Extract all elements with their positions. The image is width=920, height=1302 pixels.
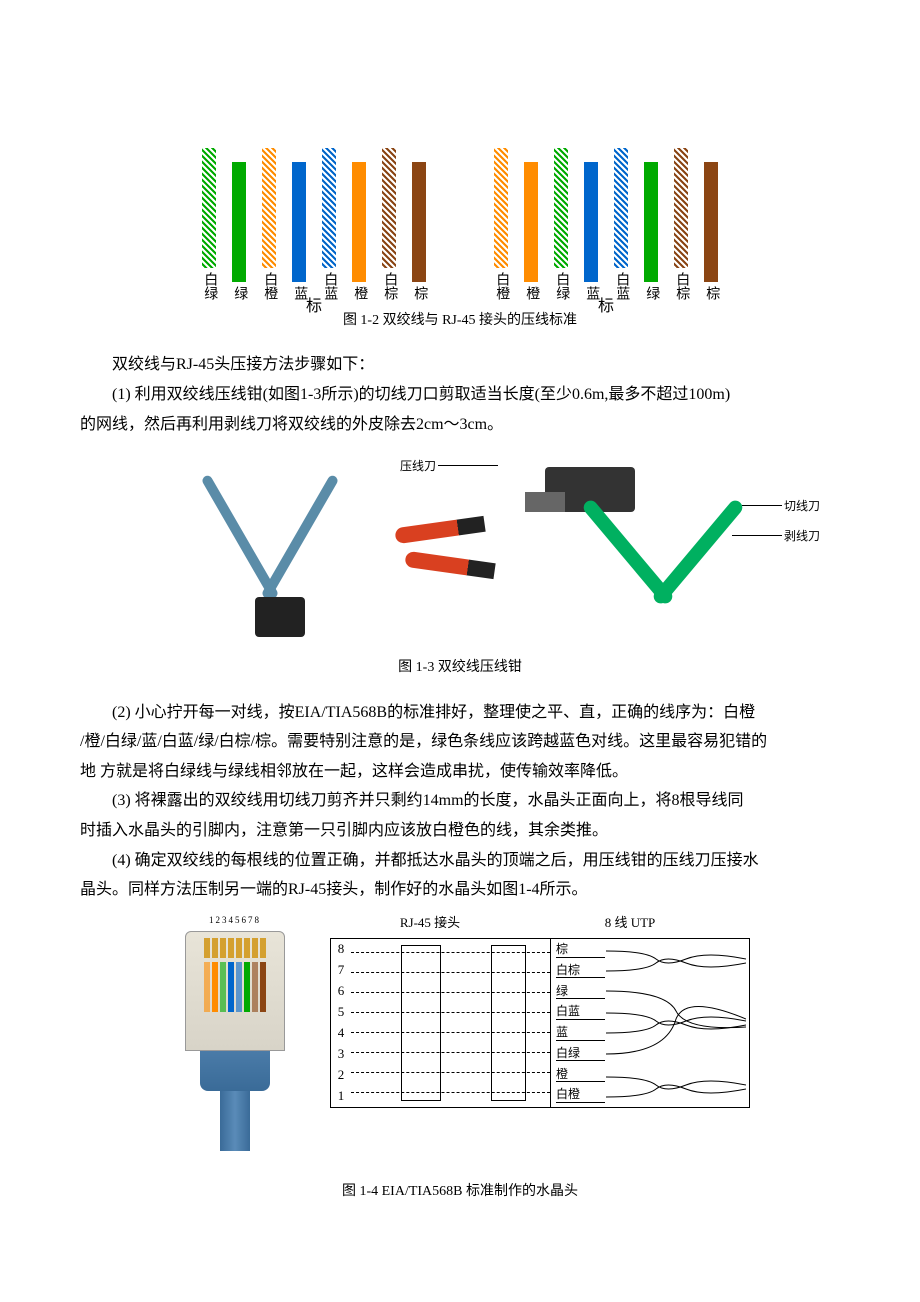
wire-name: 橙: [556, 1067, 605, 1082]
rj45-photo: 12345678: [170, 913, 300, 1151]
wire-name: 白棕: [556, 963, 605, 978]
anno-crimp: 压线刀: [400, 457, 436, 476]
step-2-line-b: /橙/白绿/蓝/白蓝/绿/白棕/棕。需要特别注意的是，绿色条线应该跨越蓝色对线。…: [80, 729, 840, 755]
pin-num: 5: [331, 1002, 351, 1023]
pin-num: 8: [331, 939, 351, 960]
pin-numbers-col: 1 2 3 4 5 6 7 8: [331, 939, 351, 1107]
pin-num: 1: [331, 1086, 351, 1107]
step-4-line-b: 晶头。同样方法压制另一端的RJ-45接头，制作好的水晶头如图1-4所示。: [80, 877, 840, 903]
crimper-left-illustration: [175, 467, 375, 637]
utp-twists: [606, 939, 749, 1107]
step-2-line-a: (2) 小心拧开每一对线，按EIA/TIA568B的标准排好，整理使之平、直，正…: [80, 700, 840, 726]
figure-1-3: 压线刀 切线刀 剥线刀: [80, 457, 840, 647]
para-intro: 双绞线与RJ-45头压接方法步骤如下：: [80, 352, 840, 378]
standard-b-group: 白橙 橙 白绿 蓝 白蓝 绿 白棕 棕 标: [490, 100, 722, 300]
wire-name: 白蓝: [556, 1004, 605, 1019]
anno-cut: 切线刀: [784, 497, 820, 516]
pin-num: 7: [331, 960, 351, 981]
wire-name: 白绿: [556, 1046, 605, 1061]
figure-1-2-caption: 图 1-2 双绞线与 RJ-45 接头的压线标准: [80, 310, 840, 332]
pin-numbers-label: 12345678: [209, 913, 261, 927]
figure-1-4-caption: 图 1-4 EIA/TIA568B 标准制作的水晶头: [80, 1181, 840, 1203]
wire-names-col: 棕 白棕 绿 白蓝 蓝 白绿 橙 白橙: [551, 939, 606, 1107]
step-3-line-a: (3) 将裸露出的双绞线用切线刀剪齐并只剩约14mm的长度，水晶头正面向上，将8…: [80, 788, 840, 814]
figure-1-2: 白绿 绿 白橙 蓝 白蓝 橙 白棕 棕 标 白橙 橙 白绿 蓝 白蓝 绿 白棕 …: [80, 100, 840, 300]
diagram-header-left: RJ-45 接头: [330, 913, 530, 934]
wiring-diagram: RJ-45 接头 8 线 UTP 1 2 3 4 5 6 7 8 棕: [330, 913, 750, 1108]
step-4-line-a: (4) 确定双绞线的每根线的位置正确，并都抵达水晶头的顶端之后，用压线钳的压线刀…: [80, 848, 840, 874]
pin-num: 2: [331, 1065, 351, 1086]
standard-a-label: 标: [198, 294, 430, 320]
wire-name: 白橙: [556, 1087, 605, 1102]
diagram-header-right: 8 线 UTP: [530, 913, 730, 934]
figure-1-3-caption: 图 1-3 双绞线压线钳: [80, 657, 840, 679]
pin-num: 3: [331, 1044, 351, 1065]
standard-b-label: 标: [490, 294, 722, 320]
step-2-line-c: 地 方就是将白绿线与绿线相邻放在一起，这样会造成串扰，使传输效率降低。: [80, 759, 840, 785]
standard-a-group: 白绿 绿 白橙 蓝 白蓝 橙 白棕 棕 标: [198, 100, 430, 300]
wire-name: 棕: [556, 942, 605, 957]
step-1-line-a: (1) 利用双绞线压线钳(如图1-3所示)的切线刀口剪取适当长度(至少0.6m,…: [80, 382, 840, 408]
wire-name: 绿: [556, 984, 605, 999]
pin-num: 6: [331, 981, 351, 1002]
wire-name: 蓝: [556, 1025, 605, 1040]
figure-1-4: 12345678 RJ-45 接头 8 线 UTP: [80, 913, 840, 1151]
cable-cut-illustration: [395, 512, 505, 592]
anno-strip: 剥线刀: [784, 527, 820, 546]
step-3-line-b: 时插入水晶头的引脚内，注意第一只引脚内应该放白橙色的线，其余类推。: [80, 818, 840, 844]
step-1-line-b: 的网线，然后再利用剥线刀将双绞线的外皮除去2cm～3cm。: [80, 412, 840, 438]
crimper-right-illustration: [525, 467, 745, 637]
connector-box: [351, 939, 551, 1107]
pin-num: 4: [331, 1023, 351, 1044]
